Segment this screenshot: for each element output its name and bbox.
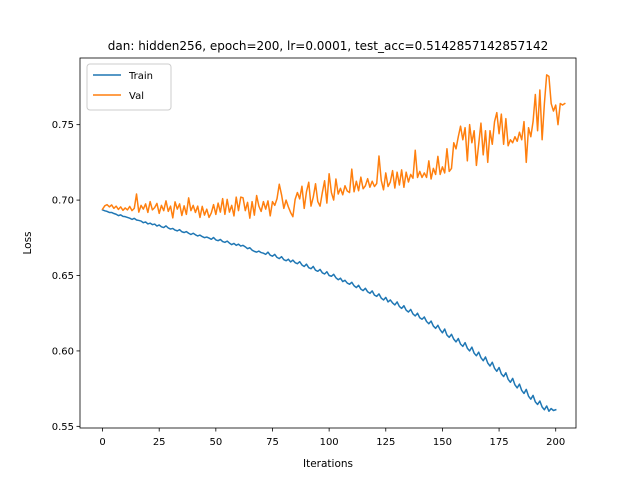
y-axis-label: Loss [22,231,34,254]
x-tick-label: 150 [433,437,452,448]
legend: Train Val [86,63,172,111]
y-tick-label: 0.75 [52,120,74,131]
y-tick-label: 0.60 [52,346,74,357]
x-tick-label: 50 [209,437,222,448]
x-tick-label: 200 [546,437,565,448]
x-tick-label: 25 [153,437,166,448]
legend-label-train: Train [128,71,153,82]
x-tick-label: 0 [99,437,105,448]
series-line-train [101,208,557,413]
x-axis: 0 25 50 75 100 125 150 175 200 [99,428,565,448]
series-line-val [101,74,566,219]
y-axis: 0.55 0.60 0.65 0.70 0.75 [52,120,80,433]
x-tick-label: 100 [320,437,339,448]
x-tick-label: 125 [376,437,395,448]
y-tick-label: 0.70 [52,196,74,207]
y-tick-label: 0.65 [52,271,74,282]
legend-label-val: Val [129,91,144,102]
chart-title: dan: hidden256, epoch=200, lr=0.0001, te… [108,39,548,53]
x-tick-label: 175 [490,437,509,448]
y-tick-label: 0.55 [52,422,74,433]
plot-frame [79,57,577,429]
x-axis-label: Iterations [303,458,353,470]
x-tick-label: 75 [266,437,279,448]
